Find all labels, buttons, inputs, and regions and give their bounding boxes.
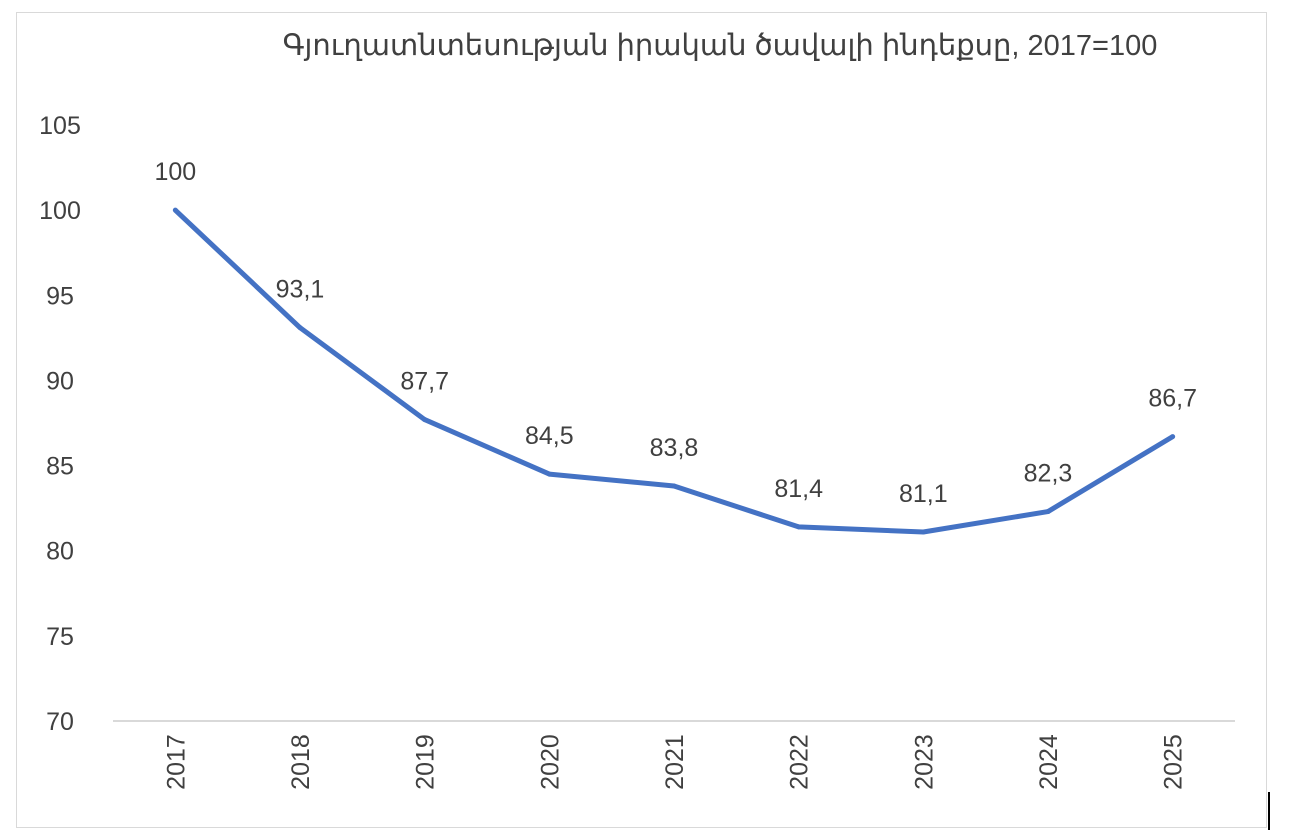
data-label: 84,5 (525, 422, 574, 450)
x-tick-label: 2025 (1160, 734, 1188, 790)
x-tick-label: 2022 (786, 734, 814, 790)
data-label: 81,1 (899, 480, 948, 508)
y-tick-label: 105 (39, 112, 81, 140)
x-tick-label: 2021 (661, 734, 689, 790)
y-tick-label: 85 (46, 453, 74, 481)
y-tick-label: 95 (46, 282, 74, 310)
data-point (671, 483, 677, 489)
series: 100 93,1 87,7 84,5 83,8 81,4 81,1 82,3 86,7 (154, 158, 1197, 535)
text-cursor (1268, 792, 1270, 830)
data-label: 87,7 (400, 368, 449, 396)
data-point (297, 325, 303, 331)
y-tick-label: 80 (46, 538, 74, 566)
y-axis: 70 75 80 85 90 95 100 105 (39, 112, 81, 736)
y-tick-label: 70 (46, 708, 74, 736)
y-tick-label: 90 (46, 367, 74, 395)
y-tick-label: 100 (39, 197, 81, 225)
data-point (920, 529, 926, 535)
data-point (422, 417, 428, 423)
data-point (1170, 434, 1176, 440)
data-label: 100 (154, 158, 196, 186)
data-label: 93,1 (276, 276, 325, 304)
data-label: 81,4 (774, 475, 823, 503)
data-label: 86,7 (1148, 385, 1197, 413)
x-tick-label: 2017 (162, 734, 190, 790)
data-point (796, 524, 802, 530)
x-tick-label: 2020 (536, 734, 564, 790)
x-tick-label: 2018 (287, 734, 315, 790)
data-point (172, 207, 178, 213)
y-tick-label: 75 (46, 623, 74, 651)
data-point (1045, 509, 1051, 515)
chart-title: Գյուղատնտեսության իրական ծավալի ինդեքսը,… (283, 30, 1158, 62)
chart-frame (16, 12, 1267, 828)
x-axis: 2017 2018 2019 2020 2021 2022 2023 2024 2025 (113, 720, 1235, 790)
data-label: 83,8 (650, 434, 699, 462)
x-tick-label: 2024 (1035, 734, 1063, 790)
data-label: 82,3 (1024, 460, 1073, 488)
x-tick-label: 2023 (910, 734, 938, 790)
x-tick-label: 2019 (412, 734, 440, 790)
data-point (546, 471, 552, 477)
